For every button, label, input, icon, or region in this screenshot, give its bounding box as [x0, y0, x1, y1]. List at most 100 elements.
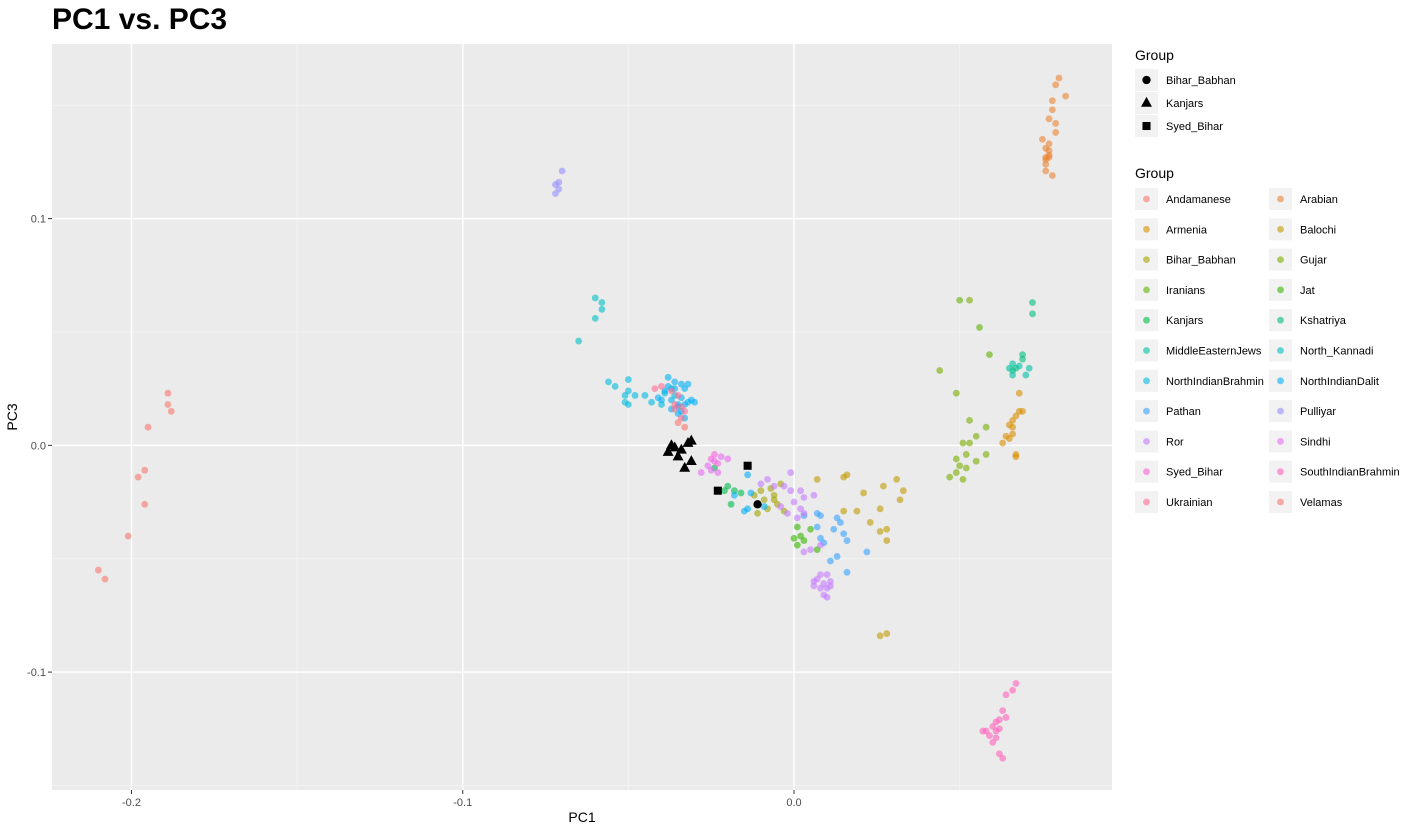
overlay-point-kanjars — [669, 441, 681, 452]
data-point-balochi — [883, 630, 891, 637]
data-point-northindiandalit — [744, 471, 752, 479]
data-point-northindianbrahmin — [641, 392, 649, 399]
data-point-balochi — [883, 537, 891, 544]
data-point-gujar — [946, 473, 954, 481]
data-point-iranians — [986, 351, 993, 359]
data-point-gujar — [972, 432, 980, 440]
data-point-arabian — [1045, 153, 1053, 161]
color-legend-label: Arabian — [1300, 194, 1338, 206]
data-point-gujar — [966, 439, 973, 447]
color-legend-key-ror — [1143, 438, 1150, 445]
data-point-andamanese — [164, 389, 172, 397]
shape-legend-label: Kanjars — [1166, 98, 1204, 110]
data-point-sindhi — [724, 455, 732, 463]
data-point-sindhi — [717, 453, 725, 461]
color-legend-label: Bihar_Babhan — [1166, 255, 1236, 267]
data-point-southindianbrahmin — [1012, 680, 1020, 687]
data-point-southindianbrahmin — [986, 732, 993, 739]
data-point-pathan — [836, 519, 844, 526]
color-legend-key-northindianbrahmin — [1143, 377, 1150, 385]
data-point-pathan — [840, 530, 848, 538]
data-point-armenia — [999, 439, 1007, 447]
data-point-sindhi — [707, 466, 715, 474]
color-legend-label: Andamanese — [1166, 194, 1231, 206]
data-point-gujar — [962, 451, 970, 458]
data-point-northindiandalit — [687, 396, 695, 404]
data-point-pathan — [830, 525, 838, 533]
data-point-north_kannadi — [591, 314, 599, 322]
overlay-point-kanjars — [662, 446, 674, 456]
data-point-ror — [810, 577, 818, 585]
shape-legend-title: Group — [1135, 47, 1174, 63]
data-point-ror — [764, 475, 771, 483]
data-point-armenia — [1012, 453, 1020, 461]
data-point-middleeasternjews — [1009, 360, 1017, 368]
data-point-ror — [770, 482, 778, 490]
data-point-northindiandalit — [760, 503, 768, 510]
data-point-gujar — [959, 475, 967, 483]
data-point-syed_bihar — [714, 460, 722, 467]
data-point-pathan — [813, 523, 821, 531]
data-point-arabian — [1042, 167, 1050, 175]
color-legend-key-armenia — [1143, 225, 1150, 233]
data-point-pathan — [863, 548, 871, 556]
data-point-pulliyar — [558, 167, 566, 175]
data-point-andamanese — [134, 473, 142, 481]
data-point-velamas — [681, 423, 689, 431]
data-point-ror — [823, 593, 831, 601]
shape-legend-key-triangle — [1141, 96, 1152, 107]
data-point-northindiandalit — [671, 378, 679, 386]
data-point-ukrainian — [671, 405, 679, 413]
chart-title: PC1 vs. PC3 — [52, 3, 227, 36]
data-point-southindianbrahmin — [999, 707, 1007, 715]
data-point-north_kannadi — [575, 337, 583, 345]
data-point-ror — [780, 482, 788, 490]
data-point-southindianbrahmin — [1009, 686, 1017, 694]
data-point-northindiandalit — [730, 491, 738, 499]
data-point-armenia — [1019, 407, 1026, 415]
data-point-northindianbrahmin — [621, 392, 629, 399]
data-point-andamanese — [141, 466, 149, 474]
color-legend-key-arabian — [1277, 195, 1284, 203]
color-legend-key-iranians — [1143, 286, 1150, 294]
data-point-ukrainian — [658, 382, 665, 390]
data-point-armenia — [1009, 423, 1017, 431]
y-tick-label: -0.1 — [27, 667, 46, 679]
data-point-kanjars — [721, 487, 728, 495]
data-point-ror — [790, 498, 798, 506]
data-point-andamanese — [124, 532, 132, 540]
data-point-southindianbrahmin — [1002, 691, 1010, 699]
data-point-balochi — [840, 473, 848, 481]
data-point-balochi — [896, 496, 904, 504]
data-point-balochi — [893, 475, 901, 483]
data-point-middleeasternjews — [1022, 371, 1030, 379]
data-point-armenia — [1005, 435, 1013, 442]
color-legend-key-kanjars — [1143, 316, 1150, 324]
color-legend-key-north_kannadi — [1277, 347, 1284, 354]
data-point-ror — [793, 514, 801, 522]
data-point-gujar — [952, 469, 960, 476]
data-point-gujar — [952, 455, 960, 463]
x-tick-label: 0.0 — [786, 797, 801, 809]
data-point-gujar — [966, 296, 973, 304]
data-point-sindhi — [714, 469, 722, 476]
data-point-gujar — [956, 462, 964, 470]
color-legend-label: Balochi — [1300, 224, 1336, 236]
color-legend-key-ukrainian — [1143, 498, 1150, 506]
data-point-kanjars — [737, 489, 745, 497]
data-point-arabian — [1055, 74, 1063, 82]
data-point-north_kannadi — [598, 305, 606, 313]
data-point-northindianbrahmin — [648, 398, 655, 406]
data-point-gujar — [972, 457, 980, 465]
color-legend-key-andamanese — [1143, 195, 1150, 203]
data-point-southindianbrahmin — [999, 754, 1007, 762]
data-point-pathan — [827, 557, 834, 565]
color-legend-label: Pulliyar — [1300, 406, 1336, 418]
color-legend-label: Gujar — [1300, 255, 1327, 267]
data-point-ukrainian — [651, 385, 659, 393]
data-point-ukrainian — [674, 392, 682, 399]
color-legend-label: Kanjars — [1166, 315, 1204, 327]
data-point-ror — [777, 503, 785, 510]
data-point-southindianbrahmin — [995, 725, 1003, 733]
